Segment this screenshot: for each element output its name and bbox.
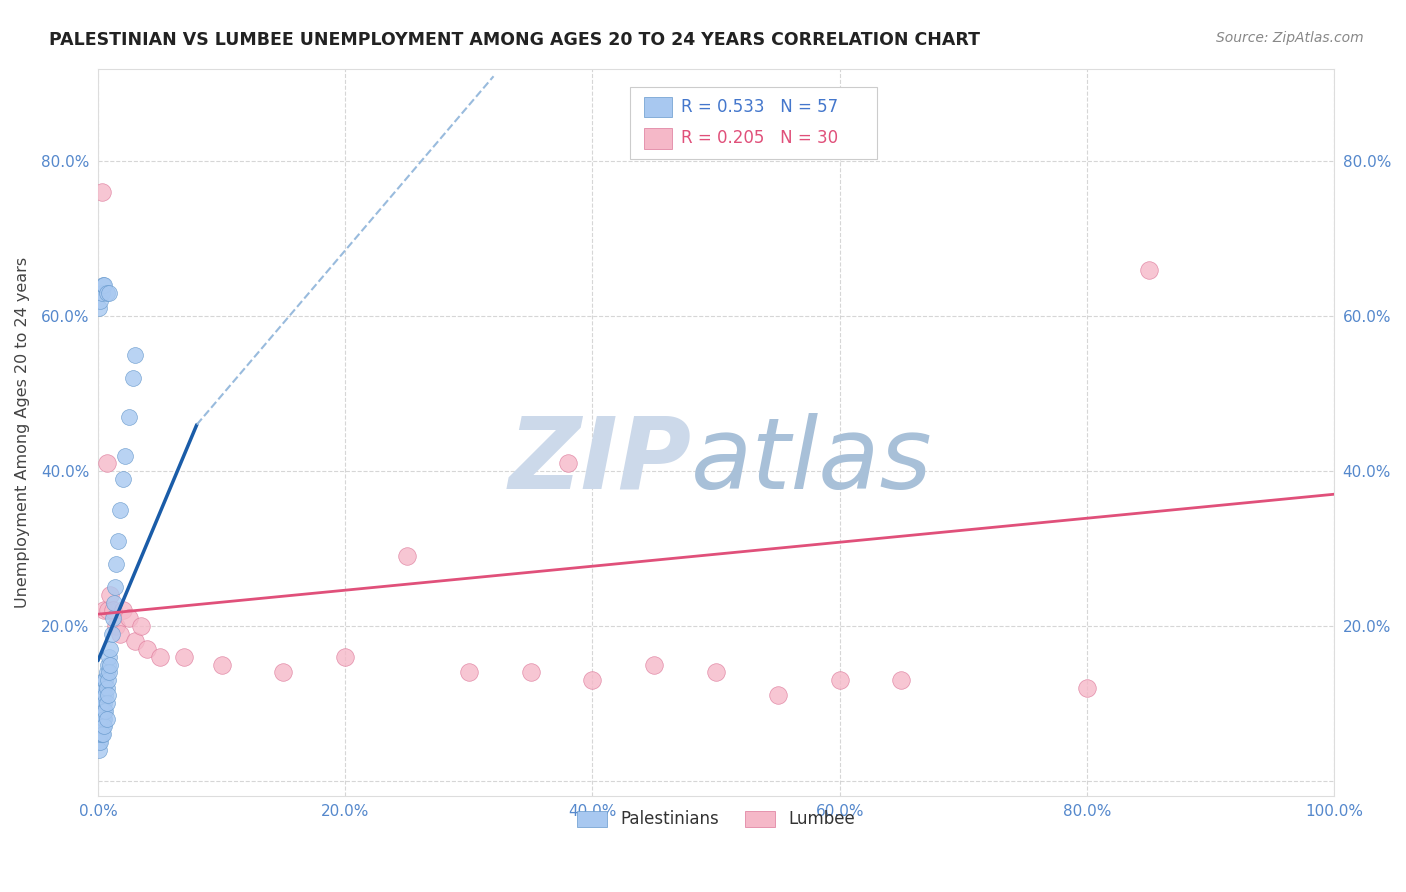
Point [149,649,172,664]
Point [96,681,118,695]
Point [96,712,118,726]
Point [91,696,114,710]
Point [91,689,114,703]
Legend: Palestinians, Lumbee: Palestinians, Lumbee [571,804,862,835]
Point [91,712,114,726]
Point [519,665,541,680]
Point [1137,262,1160,277]
Point [90,727,112,741]
Point [828,673,851,687]
Point [335,649,357,664]
Point [93,673,115,687]
Point [93,719,115,733]
Point [98,588,121,602]
Point [96,456,118,470]
Point [90,186,112,200]
Point [89,719,111,733]
Point [97,673,120,687]
Point [98,657,121,672]
Point [89,735,111,749]
Point [273,665,295,680]
Point [111,472,134,486]
Text: ZIP: ZIP [509,413,692,510]
Point [118,409,141,424]
Text: Source: ZipAtlas.com: Source: ZipAtlas.com [1216,31,1364,45]
Point [890,673,912,687]
Point [108,626,131,640]
FancyBboxPatch shape [630,87,877,160]
Point [91,278,114,293]
Point [114,449,136,463]
Point [105,557,128,571]
Point [121,371,143,385]
Point [108,502,131,516]
Point [103,596,125,610]
Point [766,689,789,703]
Point [90,719,112,733]
Point [93,704,115,718]
Point [93,278,115,293]
Point [94,689,117,703]
Point [457,665,479,680]
Text: PALESTINIAN VS LUMBEE UNEMPLOYMENT AMONG AGES 20 TO 24 YEARS CORRELATION CHART: PALESTINIAN VS LUMBEE UNEMPLOYMENT AMONG… [49,31,980,49]
Point [94,704,117,718]
Point [124,348,146,362]
Point [129,619,152,633]
Point [89,293,111,308]
Text: atlas: atlas [692,413,934,510]
FancyBboxPatch shape [644,128,672,149]
Point [89,727,111,741]
Point [395,549,418,563]
Point [557,456,579,470]
Point [111,603,134,617]
Point [90,696,112,710]
Point [643,657,665,672]
Point [173,649,195,664]
Point [98,285,121,300]
Point [101,603,124,617]
Point [87,735,110,749]
Text: R = 0.205   N = 30: R = 0.205 N = 30 [682,129,838,147]
Point [105,619,128,633]
Point [94,673,117,687]
Point [98,649,121,664]
Point [1076,681,1098,695]
Y-axis label: Unemployment Among Ages 20 to 24 years: Unemployment Among Ages 20 to 24 years [15,257,30,607]
Point [100,626,122,640]
Point [90,285,112,300]
FancyBboxPatch shape [644,97,672,117]
Point [136,642,159,657]
Point [91,719,114,733]
Point [704,665,727,680]
Point [96,285,118,300]
Point [93,696,115,710]
Point [89,301,111,316]
Point [90,712,112,726]
Point [581,673,603,687]
Point [104,580,127,594]
Point [101,611,124,625]
Point [98,665,121,680]
Point [93,603,115,617]
Point [93,681,115,695]
Point [97,603,120,617]
Point [91,727,114,741]
Point [97,657,120,672]
Point [107,533,129,548]
Point [98,642,121,657]
Point [90,704,112,718]
Point [97,689,120,703]
Point [89,712,111,726]
Point [91,704,114,718]
Point [89,727,111,741]
Point [93,712,115,726]
Point [124,634,146,648]
Point [118,611,141,625]
Text: R = 0.533   N = 57: R = 0.533 N = 57 [682,98,838,116]
Point [89,742,111,756]
Point [211,657,233,672]
Point [96,665,118,680]
Point [96,696,118,710]
